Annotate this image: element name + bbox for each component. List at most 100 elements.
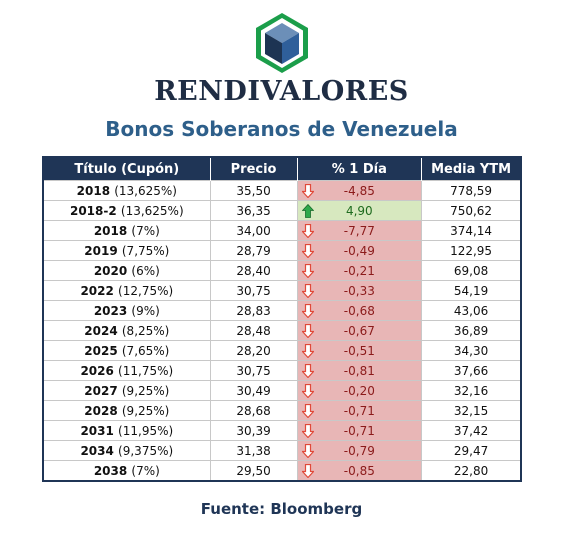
bond-title-cell: 2031 (11,95%) (42, 420, 211, 441)
bond-price: 28,48 (209, 320, 298, 341)
bond-title-cell: 2020 (6%) (42, 260, 211, 281)
bond-change-cell: -0,85 (296, 460, 423, 482)
bond-ytm: 32,15 (421, 400, 522, 421)
bond-price: 36,35 (209, 200, 298, 221)
bond-change-cell: -0,71 (296, 420, 423, 441)
bond-ytm: 750,62 (421, 200, 522, 221)
bond-ytm: 122,95 (421, 240, 522, 261)
arrow-down-icon (301, 284, 314, 298)
bond-ytm: 37,42 (421, 420, 522, 441)
bond-price: 30,39 (209, 420, 298, 441)
bond-year: 2025 (84, 343, 118, 358)
bond-price: 30,75 (209, 280, 298, 301)
bond-coupon: (11,75%) (118, 363, 174, 378)
bond-change-value: -0,33 (343, 283, 375, 298)
bond-change-cell: -0,81 (296, 360, 423, 381)
bond-ytm: 34,30 (421, 340, 522, 361)
bond-title-cell: 2026 (11,75%) (42, 360, 211, 381)
bond-change-cell: -0,49 (296, 240, 423, 261)
arrow-down-icon (301, 344, 314, 358)
bond-year: 2031 (80, 423, 114, 438)
bond-title-cell: 2018-2 (13,625%) (42, 200, 211, 221)
bond-year: 2027 (84, 383, 118, 398)
bond-ytm: 32,16 (421, 380, 522, 401)
table-row: 2023 (9%) 28,83 -0,68 43,06 (42, 300, 522, 321)
bond-year: 2018 (76, 183, 111, 198)
arrow-down-icon (301, 444, 314, 458)
bond-ytm: 36,89 (421, 320, 522, 341)
bond-change-value: -0,49 (343, 243, 375, 258)
bond-price: 30,49 (209, 380, 298, 401)
table-header-row: Título (Cupón) Precio % 1 Día Media YTM (42, 157, 522, 181)
arrow-down-icon (301, 404, 314, 418)
table-row: 2019 (7,75%) 28,79 -0,49 122,95 (42, 240, 522, 261)
bond-change-cell: -0,33 (296, 280, 423, 301)
bond-change-value: -0,20 (343, 383, 375, 398)
bond-title-cell: 2023 (9%) (42, 300, 211, 321)
arrow-down-icon (301, 224, 314, 238)
arrow-down-icon (301, 184, 314, 198)
table-row: 2038 (7%) 29,50 -0,85 22,80 (42, 460, 522, 482)
bond-price: 29,50 (209, 460, 298, 482)
bond-title-cell: 2019 (7,75%) (42, 240, 211, 261)
column-header-change: % 1 Día (296, 157, 423, 181)
bond-change-cell: -7,77 (296, 220, 423, 241)
table-row: 2018 (7%) 34,00 -7,77 374,14 (42, 220, 522, 241)
bond-ytm: 54,19 (421, 280, 522, 301)
bond-coupon: (9,375%) (118, 443, 174, 458)
arrow-down-icon (301, 364, 314, 378)
bond-change-value: -0,81 (343, 363, 375, 378)
bond-change-value: -0,21 (343, 263, 375, 278)
bond-price: 28,83 (209, 300, 298, 321)
bond-coupon: (13,625%) (120, 203, 184, 218)
bond-change-value: -7,77 (343, 223, 375, 238)
column-header-ytm: Media YTM (421, 157, 522, 181)
bond-change-value: -0,67 (343, 323, 375, 338)
rendivalores-logo (256, 13, 308, 73)
bond-year: 2018 (93, 223, 128, 238)
bond-ytm: 29,47 (421, 440, 522, 461)
bond-change-value: -4,85 (343, 183, 375, 198)
bond-ytm: 778,59 (421, 180, 522, 201)
arrow-down-icon (301, 464, 314, 478)
column-header-title: Título (Cupón) (42, 157, 211, 181)
table-row: 2025 (7,65%) 28,20 -0,51 34,30 (42, 340, 522, 361)
bond-ytm: 37,66 (421, 360, 522, 381)
bond-coupon: (7,65%) (121, 343, 170, 358)
bond-title-cell: 2038 (7%) (42, 460, 211, 482)
bond-change-value: -0,71 (343, 423, 375, 438)
bond-change-value: -0,79 (343, 443, 375, 458)
table-row: 2034 (9,375%) 31,38 -0,79 29,47 (42, 440, 522, 461)
bond-change-value: -0,68 (343, 303, 375, 318)
bond-coupon: (7%) (131, 463, 160, 478)
bond-coupon: (11,95%) (118, 423, 174, 438)
bond-change-cell: -0,68 (296, 300, 423, 321)
bond-price: 30,75 (209, 360, 298, 381)
table-row: 2027 (9,25%) 30,49 -0,20 32,16 (42, 380, 522, 401)
bond-title-cell: 2027 (9,25%) (42, 380, 211, 401)
bond-title-cell: 2018 (13,625%) (42, 180, 211, 201)
bond-year: 2034 (80, 443, 114, 458)
brand-name: RENDIVALORES (154, 76, 409, 107)
bond-coupon: (9%) (131, 303, 160, 318)
bond-price: 28,68 (209, 400, 298, 421)
bond-change-cell: -0,71 (296, 400, 423, 421)
bond-change-value: -0,51 (343, 343, 375, 358)
bond-coupon: (13,625%) (114, 183, 177, 198)
bond-coupon: (9,25%) (121, 403, 170, 418)
column-header-price: Precio (209, 157, 298, 181)
bond-year: 2018-2 (69, 203, 117, 218)
source-note: Fuente: Bloomberg (200, 500, 363, 518)
bond-change-cell: -0,21 (296, 260, 423, 281)
bond-year: 2028 (84, 403, 118, 418)
bond-change-cell: -0,67 (296, 320, 423, 341)
table-row: 2018-2 (13,625%) 36,35 4,90 750,62 (42, 200, 522, 221)
bond-title-cell: 2018 (7%) (42, 220, 211, 241)
bond-title-cell: 2028 (9,25%) (42, 400, 211, 421)
page-title: Bonos Soberanos de Venezuela (105, 117, 458, 141)
arrow-down-icon (301, 384, 314, 398)
bond-title-cell: 2034 (9,375%) (42, 440, 211, 461)
bond-change-cell: -4,85 (296, 180, 423, 201)
bond-ytm: 374,14 (421, 220, 522, 241)
bond-price: 35,50 (209, 180, 298, 201)
